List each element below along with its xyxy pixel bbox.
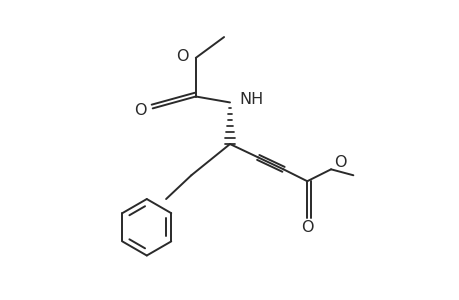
Text: O: O — [300, 220, 313, 235]
Text: O: O — [134, 103, 146, 118]
Text: NH: NH — [239, 92, 263, 107]
Text: O: O — [333, 155, 346, 170]
Text: O: O — [175, 49, 188, 64]
